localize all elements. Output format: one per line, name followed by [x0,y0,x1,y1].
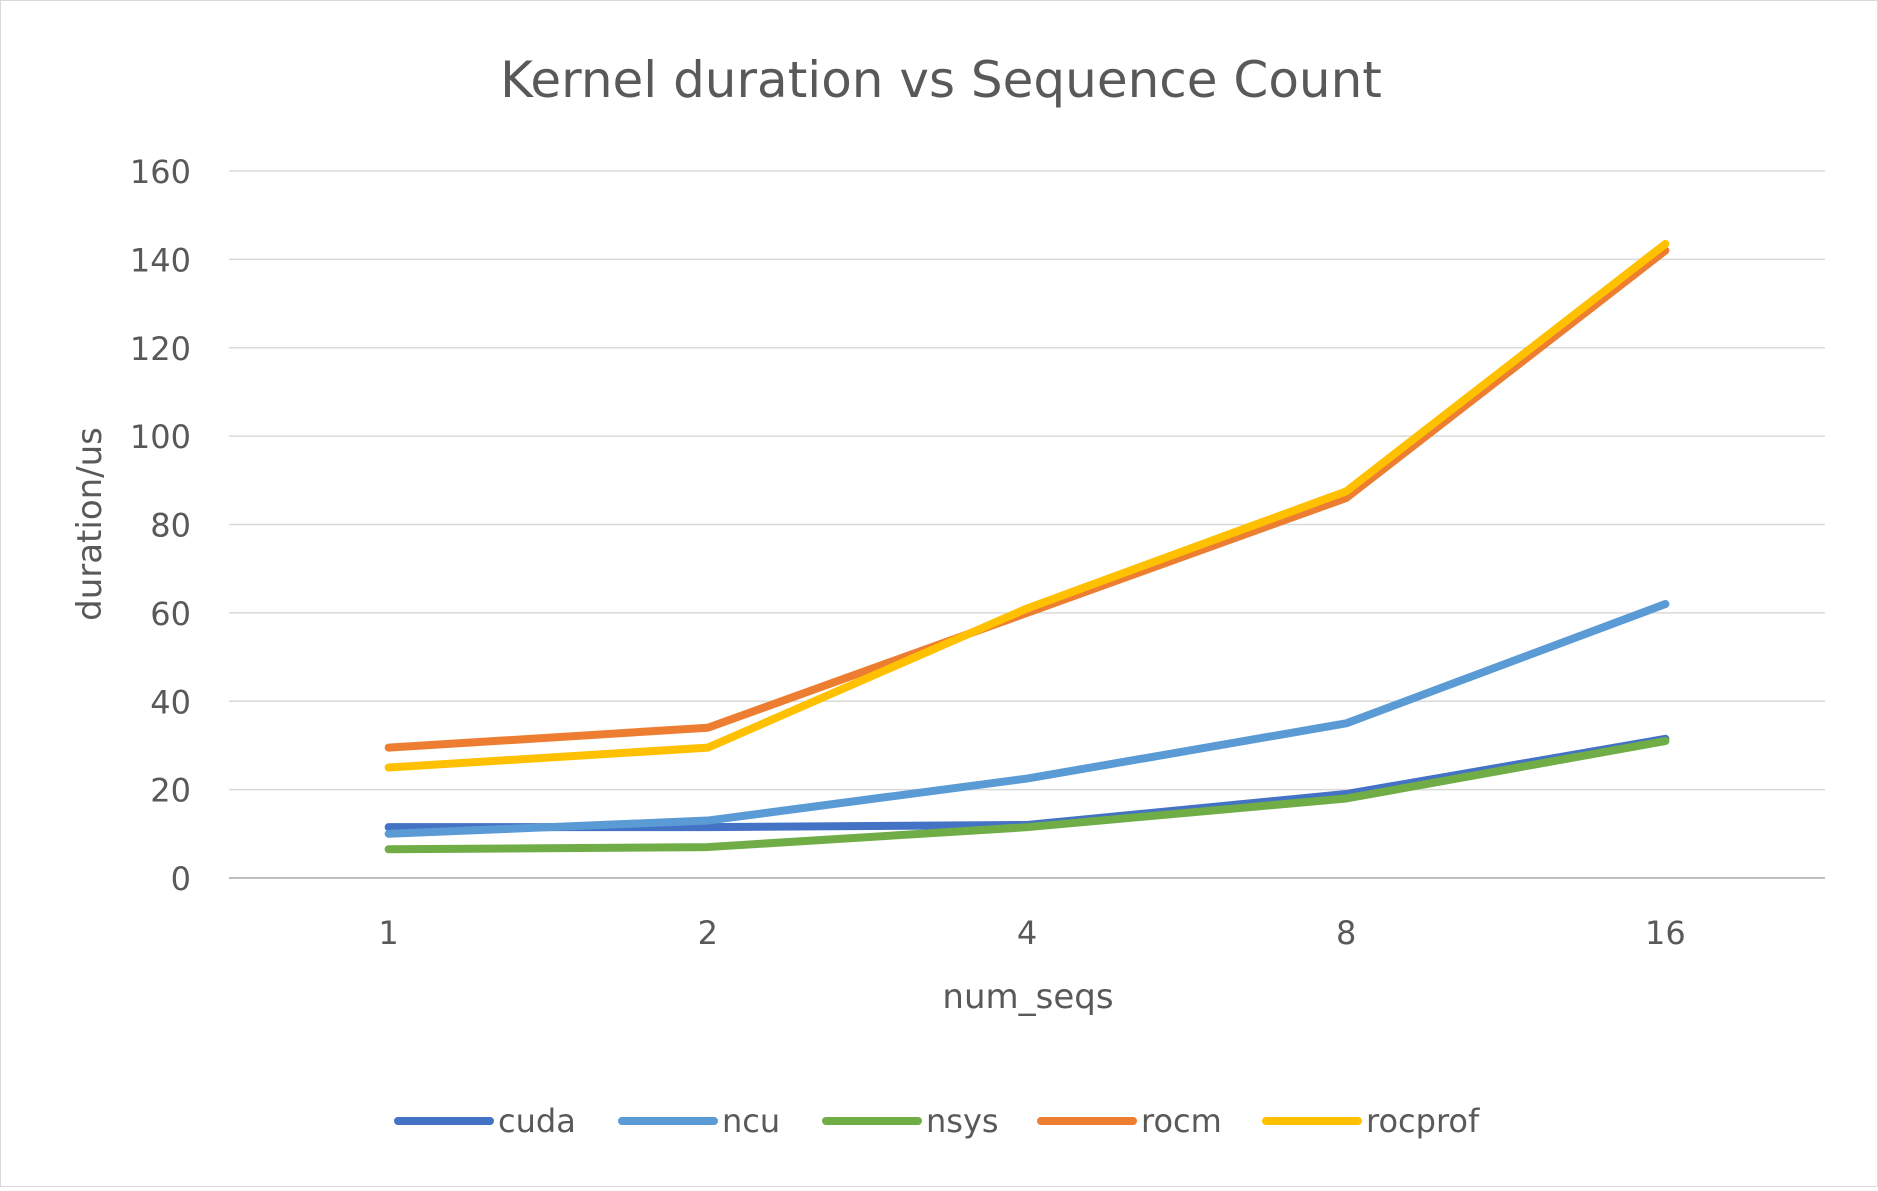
y-tick-label: 20 [150,772,191,810]
series-line-ncu [384,600,1670,838]
series-line-rocprof [384,239,1670,772]
x-axis-label: num_seqs [942,977,1113,1017]
y-tick-label: 60 [150,595,191,633]
x-tick-label: 8 [1336,914,1356,952]
y-tick-label: 80 [150,507,191,545]
y-tick-label: 140 [130,241,191,279]
legend-label-nsys: nsys [926,1102,999,1140]
y-tick-label: 160 [130,153,191,191]
x-tick-label: 1 [378,914,398,952]
legend-label-cuda: cuda [498,1102,576,1140]
series-line-nsys [384,737,1670,854]
legend-label-ncu: ncu [722,1102,780,1140]
legend: cuda ncu nsys rocm rocprof [394,1102,1480,1140]
y-tick-label: 120 [130,330,191,368]
x-axis-ticks: 1 2 4 8 16 [378,914,1685,952]
series-line-rocm [384,246,1670,752]
y-axis-ticks: 0 20 40 60 80 100 120 140 160 [130,153,191,898]
legend-label-rocm: rocm [1141,1102,1222,1140]
gridlines [229,170,1825,879]
x-tick-label: 16 [1645,914,1686,952]
y-tick-label: 40 [150,683,191,721]
y-tick-label: 0 [171,860,191,898]
chart-title: Kernel duration vs Sequence Count [500,51,1382,109]
x-tick-label: 2 [698,914,718,952]
y-tick-label: 100 [130,418,191,456]
y-axis-label: duration/us [70,427,110,621]
legend-label-rocprof: rocprof [1366,1102,1480,1140]
x-tick-label: 4 [1017,914,1037,952]
series-lines [384,239,1670,854]
